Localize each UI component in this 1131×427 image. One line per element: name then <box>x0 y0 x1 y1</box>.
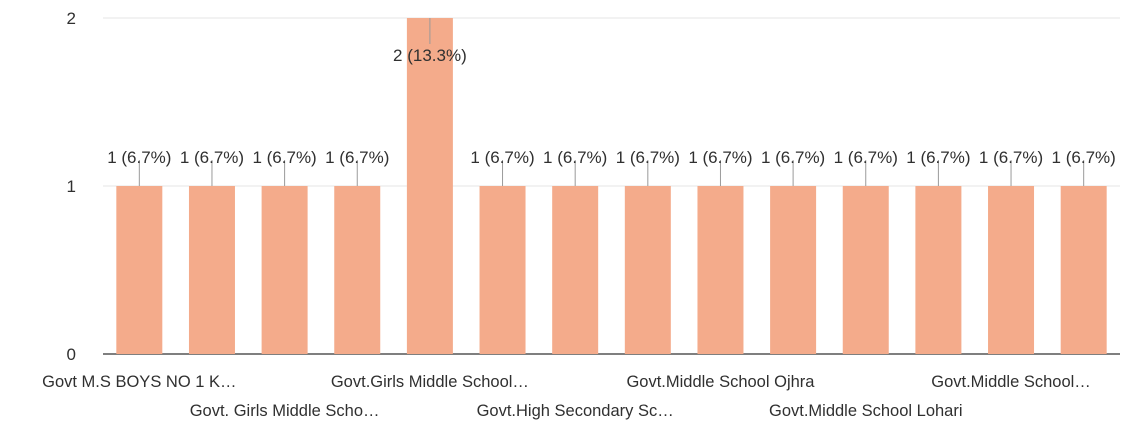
bar <box>624 186 671 354</box>
data-labels: 1 (6.7%) 1 (6.7%) 1 (6.7%) 1 (6.7%) 2 (13.3%… <box>107 18 1116 186</box>
bar <box>988 186 1035 354</box>
y-tick-label: 0 <box>67 345 76 364</box>
x-category-label: Govt.Girls Middle School… <box>331 373 529 391</box>
data-label: 1 (6.7%) <box>543 148 607 167</box>
data-label: 1 (6.7%) <box>107 148 171 167</box>
data-label: 1 (6.7%) <box>834 148 898 167</box>
x-category-label: Govt.Middle School Ojhra <box>626 373 815 391</box>
y-tick-label: 1 <box>67 177 76 196</box>
y-tick-label: 2 <box>67 9 76 28</box>
data-label: 1 (6.7%) <box>1052 148 1116 167</box>
data-label: 1 (6.7%) <box>906 148 970 167</box>
bars <box>116 18 1107 354</box>
x-category-label: Govt. Girls Middle Scho… <box>190 402 380 420</box>
bar <box>697 186 744 354</box>
x-category-label: Govt.High Secondary Sc… <box>477 402 674 420</box>
bar <box>842 186 889 354</box>
bar <box>770 186 817 354</box>
data-label: 1 (6.7%) <box>470 148 534 167</box>
x-axis-labels: Govt M.S BOYS NO 1 K… Govt. Girls Middle … <box>42 373 1091 420</box>
bar <box>261 186 308 354</box>
x-category-label: Govt.Middle School… <box>931 373 1091 391</box>
data-label: 1 (6.7%) <box>180 148 244 167</box>
bar <box>334 186 381 354</box>
y-axis-ticks: 0 1 2 <box>67 9 76 364</box>
data-label: 1 (6.7%) <box>325 148 389 167</box>
data-label: 2 (13.3%) <box>393 46 467 65</box>
bar <box>915 186 962 354</box>
x-category-label: Govt.Middle School Lohari <box>769 402 963 420</box>
data-label: 1 (6.7%) <box>252 148 316 167</box>
data-label: 1 (6.7%) <box>616 148 680 167</box>
x-category-label: Govt M.S BOYS NO 1 K… <box>42 373 236 391</box>
bar <box>188 186 235 354</box>
gridlines <box>103 17 1120 355</box>
bar <box>552 186 599 354</box>
bar <box>406 18 453 354</box>
bar <box>1060 186 1107 354</box>
data-label: 1 (6.7%) <box>761 148 825 167</box>
data-label: 1 (6.7%) <box>688 148 752 167</box>
data-label: 1 (6.7%) <box>979 148 1043 167</box>
bar <box>479 186 526 354</box>
bar <box>116 186 163 354</box>
